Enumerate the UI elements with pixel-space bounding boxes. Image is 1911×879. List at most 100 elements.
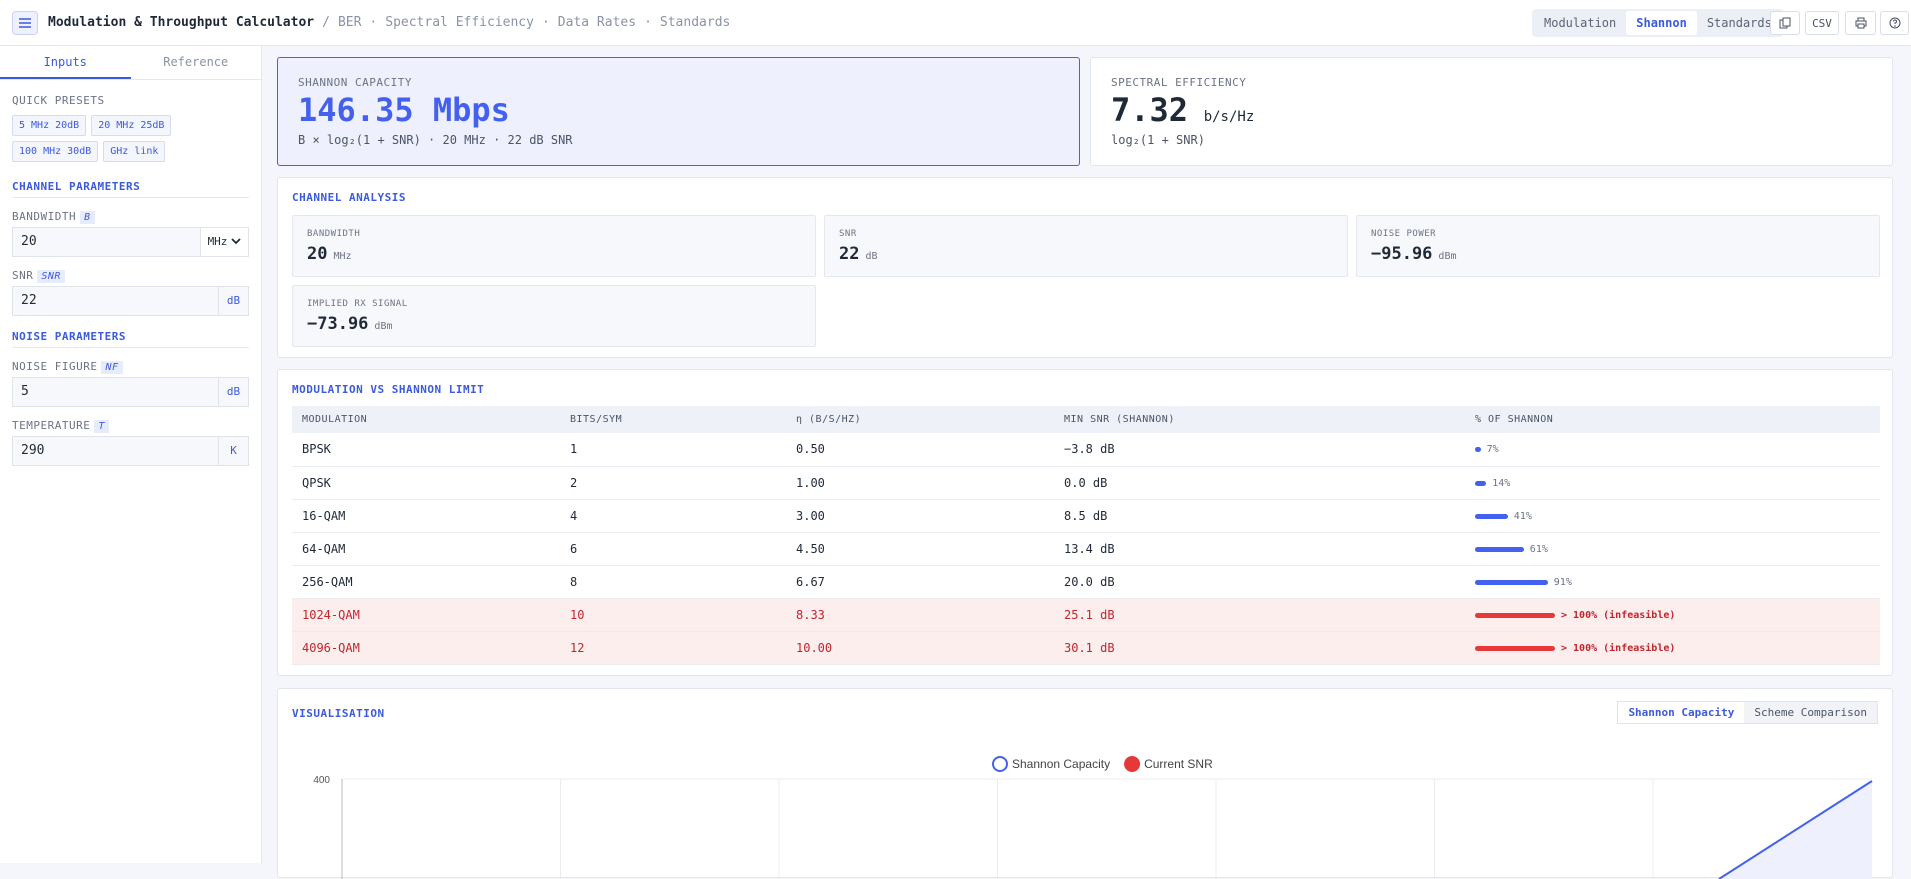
- metric-label: NOISE POWER: [1371, 229, 1437, 239]
- toggle-button[interactable]: Shannon Capacity: [1618, 702, 1745, 723]
- metric-unit: dBm: [374, 321, 393, 332]
- metric-label: IMPLIED RX SIGNAL: [307, 299, 408, 309]
- breadcrumb: BER · Spectral Efficiency · Data Rates · Stand…: [330, 15, 730, 30]
- preset-button[interactable]: GHz link: [103, 141, 166, 162]
- legend-marker: [992, 756, 1008, 772]
- help-icon: [1889, 17, 1900, 29]
- unit: K: [218, 437, 248, 465]
- breadcrumb-link[interactable]: BER: [337, 15, 362, 30]
- print-icon: [1855, 17, 1866, 29]
- metric-value: 22: [839, 244, 860, 264]
- label-text: TEMPERATURE: [12, 419, 91, 432]
- unit-select[interactable]: MHz: [200, 228, 248, 256]
- app-title: Modulation & Throughput Calculator: [48, 15, 315, 30]
- input[interactable]: 290 K: [12, 436, 249, 466]
- field-label: BANDWIDTH B: [12, 210, 249, 224]
- shannon-share: 14%: [1465, 466, 1880, 500]
- view-tab[interactable]: Shannon: [1626, 11, 1697, 35]
- table-row: QPSK 2 1.00 0.0 dB 14%: [292, 466, 1880, 500]
- share-bar: [1475, 645, 1555, 651]
- legend-label: Current SNR: [1144, 757, 1213, 771]
- field-label: TEMPERATURE T: [12, 419, 249, 433]
- chart-toggle: Shannon Capacity Scheme Comparison: [1617, 701, 1878, 724]
- breadcrumb-link[interactable]: Standards: [659, 15, 731, 30]
- noise-fields: NOISE FIGURE NF 5 dB TEMPERATURE T 290 K: [0, 360, 261, 466]
- shannon-share: > 100% (infeasible): [1465, 598, 1880, 632]
- print-button[interactable]: [1845, 11, 1876, 35]
- symbol: B: [80, 211, 95, 224]
- metric: BANDWIDTH 20 MHz: [292, 215, 816, 277]
- table-row: 256-QAM 8 6.67 20.0 dB 91%: [292, 565, 1880, 599]
- table-cell: 2: [560, 466, 786, 500]
- chart: Shannon Capacity Current SNR 400: [313, 756, 1873, 879]
- symbol: NF: [101, 361, 123, 374]
- share-label: > 100% (infeasible): [1561, 609, 1676, 621]
- label-text: BANDWIDTH: [12, 210, 77, 223]
- panel-heading: VISUALISATION: [292, 707, 385, 720]
- table-cell: 64-QAM: [292, 532, 560, 566]
- card-value: 7.32: [1111, 91, 1189, 129]
- shannon-share: 91%: [1465, 565, 1880, 599]
- share-bar: [1475, 546, 1524, 552]
- section-heading: NOISE PARAMETERS: [12, 316, 249, 348]
- symbol: T: [94, 420, 109, 433]
- separator: ·: [644, 15, 652, 30]
- table-cell: 1.00: [786, 466, 1054, 500]
- input[interactable]: 20 MHz: [12, 227, 249, 257]
- label-text: NOISE FIGURE: [12, 360, 98, 373]
- table-cell: BPSK: [292, 433, 560, 467]
- table-cell: QPSK: [292, 466, 560, 500]
- breadcrumb-link[interactable]: Spectral Efficiency: [385, 15, 534, 30]
- table-cell: 8.33: [786, 598, 1054, 632]
- share-label: 61%: [1529, 543, 1548, 555]
- metric-row: −73.96 dBm: [307, 314, 801, 334]
- shannon-share: 61%: [1465, 532, 1880, 566]
- table-cell: 8: [560, 565, 786, 599]
- table-cell: 0.0 dB: [1054, 466, 1465, 500]
- help-button[interactable]: [1880, 11, 1909, 35]
- table-cell: 8.5 dB: [1054, 499, 1465, 533]
- share-label: > 100% (infeasible): [1561, 642, 1676, 654]
- card-formula: B × log₂(1 + SNR) · 20 MHz · 22 dB SNR: [298, 133, 573, 147]
- share-bar: [1475, 513, 1508, 519]
- table-cell: 4096-QAM: [292, 631, 560, 665]
- input[interactable]: 22 dB: [12, 286, 249, 316]
- menu-button[interactable]: [12, 10, 38, 35]
- shannon-share: 41%: [1465, 499, 1880, 533]
- preset-button[interactable]: 5 MHz 20dB: [12, 115, 87, 136]
- preset-button[interactable]: 100 MHz 30dB: [12, 141, 99, 162]
- card-label: SPECTRAL EFFICIENCY: [1111, 76, 1247, 89]
- column-header: % OF SHANNON: [1465, 406, 1880, 433]
- breadcrumb-link[interactable]: Data Rates: [557, 15, 637, 30]
- column-header: η (B/S/HZ): [786, 406, 1054, 433]
- table-row: 4096-QAM 12 10.00 30.1 dB > 100% (infeasible…: [292, 631, 1880, 665]
- preset-button[interactable]: 20 MHz 25dB: [91, 115, 172, 136]
- chevron: [231, 238, 242, 245]
- sidebar-tab[interactable]: Inputs: [0, 46, 131, 79]
- view-tab[interactable]: Modulation: [1544, 16, 1617, 30]
- sidebar-tab[interactable]: Reference: [163, 55, 229, 69]
- copy-button[interactable]: [1770, 11, 1800, 35]
- table-cell: 256-QAM: [292, 565, 560, 599]
- toggle-button[interactable]: Scheme Comparison: [1744, 702, 1877, 723]
- field-label: SNR SNR: [12, 269, 249, 283]
- panel-heading: MODULATION VS SHANNON LIMIT: [292, 383, 485, 396]
- share-bar: [1475, 480, 1487, 486]
- view-tab[interactable]: Standards: [1706, 16, 1772, 30]
- table-cell: 12: [560, 631, 786, 665]
- separator: ·: [541, 15, 550, 30]
- column-header: MODULATION: [292, 406, 560, 433]
- table-cell: 1024-QAM: [292, 598, 560, 632]
- table-cell: 4.50: [786, 532, 1054, 566]
- separator: ·: [369, 15, 378, 30]
- y-tick-label: 400: [313, 775, 330, 786]
- csv-button[interactable]: CSV: [1805, 11, 1839, 35]
- table-cell: 0.50: [786, 433, 1054, 467]
- shannon-card: SHANNON CAPACITY 146.35 Mbps B × log₂(1 …: [277, 57, 1080, 166]
- input[interactable]: 5 dB: [12, 377, 249, 407]
- section-heading: QUICK PRESETS: [12, 94, 105, 107]
- table-cell: 20.0 dB: [1054, 565, 1465, 599]
- legend-label: Shannon Capacity: [1012, 757, 1110, 771]
